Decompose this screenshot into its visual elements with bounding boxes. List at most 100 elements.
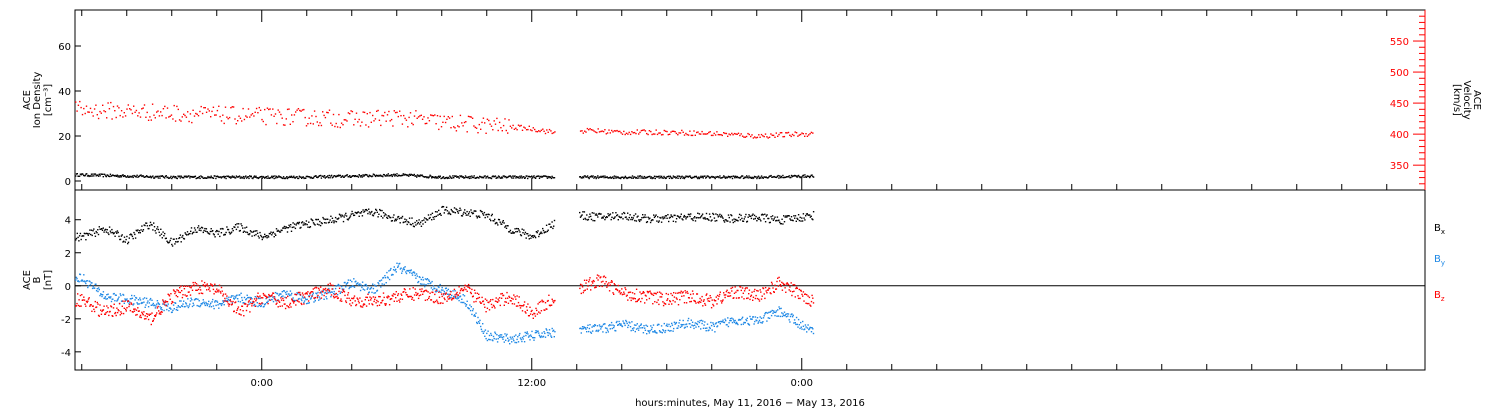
bx-Bx-point [389,216,391,219]
bx-Bx-point [701,214,703,217]
density-density-point [432,176,434,179]
bz-Bz-point [743,290,746,292]
by-By-point [151,299,153,301]
bz-Bz-point [176,296,179,298]
density-density-point [593,177,595,179]
bx-Bx-point [811,218,813,220]
by-By-point [406,269,408,272]
bx-Bx-point [734,218,737,221]
density-density-point [318,175,320,177]
density-density-point [797,174,800,177]
density-density-point [625,176,627,179]
velocity-velocity-point [612,131,614,133]
density-density-point [496,176,498,178]
by-By-point [781,315,784,318]
by-By-point [679,319,681,321]
bz-Bz-point [178,291,180,293]
density-density-point [136,174,138,176]
density-density-point [500,177,502,179]
by-By-point [474,315,476,317]
bx-Bx-point [332,220,334,222]
by-By-point [756,320,758,322]
velocity-velocity-point [812,132,814,134]
bx-Bx-point [797,218,799,220]
density-density-point [491,175,493,178]
bz-Bz-point [341,300,343,302]
by-By-point [323,298,325,300]
bz-Bz-point [349,299,352,302]
bx-Bx-point [112,233,115,235]
velocity-velocity-point [532,127,534,129]
velocity-velocity-point [299,109,301,112]
velocity-velocity-point [659,132,661,134]
bx-Bx-point [397,216,399,218]
density-density-point [315,175,317,177]
density-density-point [101,173,104,175]
bx-Bx-point [290,224,292,226]
density-density-point [798,176,801,178]
bx-Bx-point [621,213,623,215]
density-density-point [265,176,267,178]
bz-Bz-point [629,297,631,299]
bz-Bz-point [608,290,611,292]
velocity-velocity-point [548,128,551,131]
by-By-point [482,323,484,325]
velocity-velocity-point [340,122,343,124]
bz-Bz-point [303,303,305,305]
velocity-velocity-point [663,129,665,132]
by-By-point [511,341,513,343]
by-By-point [793,319,796,321]
by-By-point [164,304,166,306]
density-density-point [317,176,319,178]
bx-Bx-point [468,211,471,213]
density-density-point [732,175,734,177]
top-ylabel-line3: [cm⁻³] [43,84,54,116]
density-density-point [653,177,655,179]
by-By-point [536,331,538,334]
density-density-point [294,177,297,179]
density-density-point [746,175,748,177]
density-density-point [659,175,661,177]
bz-Bz-point [765,290,767,292]
by-By-point [344,281,346,284]
bx-Bx-point [773,218,775,220]
bz-Bz-point [284,303,286,305]
density-density-point [132,176,134,179]
velocity-velocity-point [235,123,237,125]
bx-Bx-point [610,218,612,221]
bx-Bx-point [320,222,323,224]
bz-Bz-point [630,299,632,302]
velocity-velocity-point [785,132,787,134]
bz-Bz-point [652,294,655,296]
bx-Bx-point [239,229,241,232]
bz-Bz-point [501,292,503,295]
bx-Bx-point [713,217,716,219]
by-By-point [390,274,393,276]
velocity-velocity-point [593,130,595,132]
density-density-point [497,175,500,177]
density-density-point [657,176,659,178]
velocity-velocity-point [347,112,350,114]
bx-Bx-point [173,238,175,240]
density-density-point [712,176,714,178]
bz-Bz-point [750,294,753,296]
bx-Bx-point [467,214,469,216]
bz-Bz-point [228,303,231,305]
by-By-point [752,316,755,318]
bz-Bz-point [681,292,684,294]
density-density-point [241,177,243,179]
density-density-point [462,176,464,178]
by-By-point [588,330,590,333]
bx-Bx-point [712,213,715,216]
velocity-velocity-point [728,133,730,135]
bz-Bz-point [456,291,458,294]
density-density-point [140,174,142,176]
bx-Bx-point [149,224,151,227]
by-By-point [298,297,300,300]
bz-Bz-point [246,305,248,308]
bz-Bz-point [126,307,128,309]
by-By-point [318,296,321,298]
velocity-velocity-point [380,124,382,127]
velocity-velocity-point [397,115,399,118]
velocity-velocity-point [188,120,190,123]
